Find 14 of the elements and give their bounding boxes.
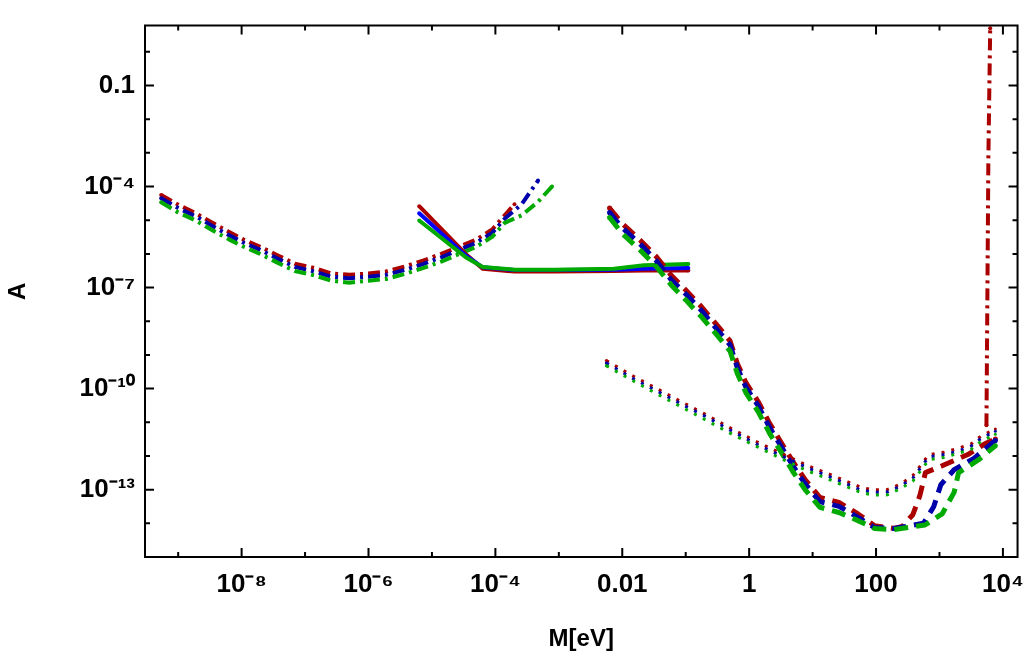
y-axis-title: A	[3, 282, 31, 300]
y-tick-label: 0.1	[98, 68, 135, 99]
x-tick-label: 10⁴	[982, 567, 1024, 598]
x-tick-label: 10⁻⁶	[343, 567, 394, 598]
y-tick-label: 10⁻¹³	[79, 472, 136, 503]
x-tick-label: 1	[741, 567, 757, 598]
y-tick-label: 10⁻⁴	[84, 169, 135, 200]
y-tick-label: 10⁻⁷	[86, 270, 135, 301]
x-axis-title: M[eV]	[548, 624, 614, 652]
x-tick-label: 0.01	[596, 567, 648, 598]
x-tick-label: 100	[854, 567, 898, 598]
x-tick-label: 10⁻⁸	[216, 567, 267, 598]
y-tick-label: 10⁻¹⁰	[79, 371, 136, 402]
x-tick-label: 10⁻⁴	[469, 567, 521, 598]
